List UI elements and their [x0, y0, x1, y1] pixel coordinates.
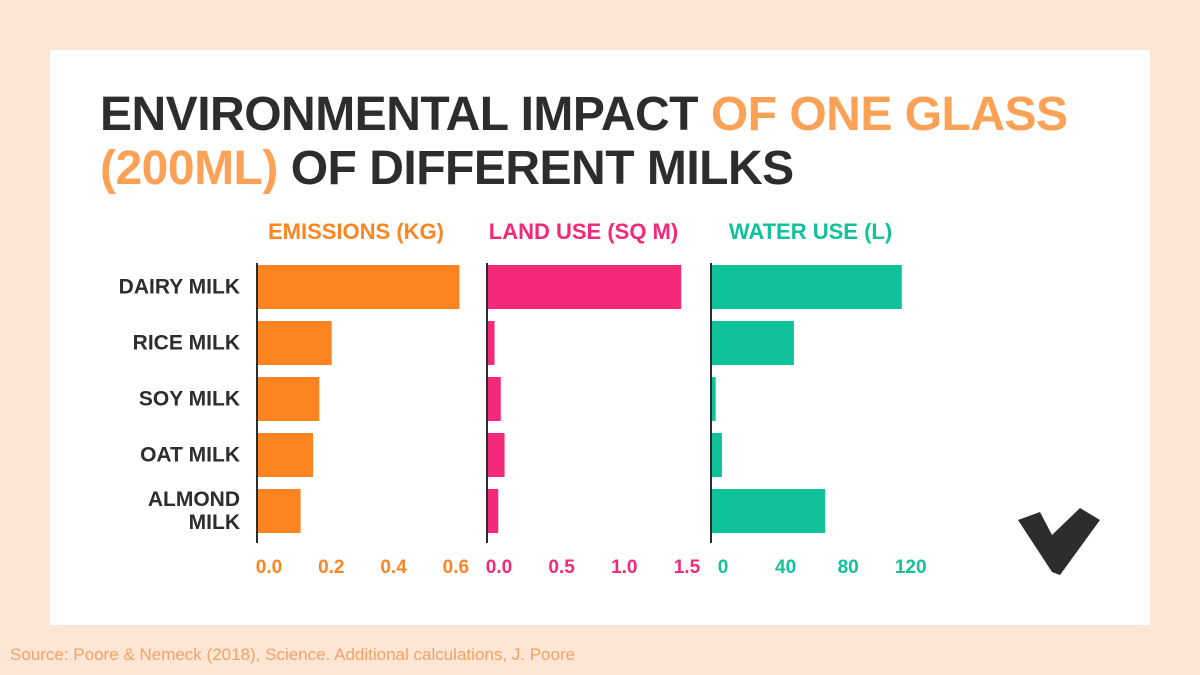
- category-label: RICE MILK: [132, 331, 240, 355]
- category-label: SOY MILK: [138, 387, 240, 411]
- bar: [257, 489, 301, 533]
- x-tick-label: 0.6: [443, 557, 469, 578]
- x-tick-label: 0.5: [548, 557, 575, 578]
- x-tick-label: 1.0: [611, 557, 637, 578]
- x-tick-label: 40: [775, 557, 796, 578]
- panel-title: EMISSIONS (KG): [268, 219, 444, 244]
- card: [50, 50, 1150, 625]
- bar: [487, 489, 499, 533]
- x-tick-label: 0.4: [380, 557, 407, 578]
- x-tick-label: 0.0: [486, 557, 512, 578]
- bar: [257, 321, 332, 365]
- bar: [711, 489, 826, 533]
- x-tick-label: 80: [838, 557, 859, 578]
- x-tick-label: 1.5: [674, 557, 701, 578]
- panel-title: WATER USE (L): [729, 219, 892, 244]
- title: ENVIRONMENTAL IMPACT OF ONE GLASS (200ML…: [100, 88, 1120, 196]
- category-label: DAIRY MILK: [118, 275, 240, 299]
- title-part: OF DIFFERENT MILKS: [277, 142, 794, 195]
- title-part: OF ONE GLASS (200ML): [100, 88, 1068, 195]
- x-tick-label: 0.0: [256, 557, 282, 578]
- title-part: ENVIRONMENTAL IMPACT: [100, 88, 711, 141]
- bar: [487, 321, 495, 365]
- bar: [711, 433, 722, 477]
- category-label: OAT MILK: [140, 443, 240, 467]
- bar: [257, 265, 460, 309]
- source: Source: Poore & Nemeck (2018), Science. …: [10, 645, 576, 664]
- bar: [711, 321, 794, 365]
- x-tick-label: 0.2: [318, 557, 344, 578]
- bar: [257, 377, 320, 421]
- bar: [711, 377, 716, 421]
- x-tick-label: 120: [895, 557, 927, 578]
- x-tick-label: 0: [718, 557, 729, 578]
- bar: [487, 377, 501, 421]
- bar: [711, 265, 902, 309]
- logo: [1018, 508, 1100, 575]
- bar: [257, 433, 314, 477]
- panel-title: LAND USE (SQ M): [489, 219, 678, 244]
- category-label: ALMOND MILK: [147, 488, 240, 534]
- bar: [487, 433, 505, 477]
- bar: [487, 265, 682, 309]
